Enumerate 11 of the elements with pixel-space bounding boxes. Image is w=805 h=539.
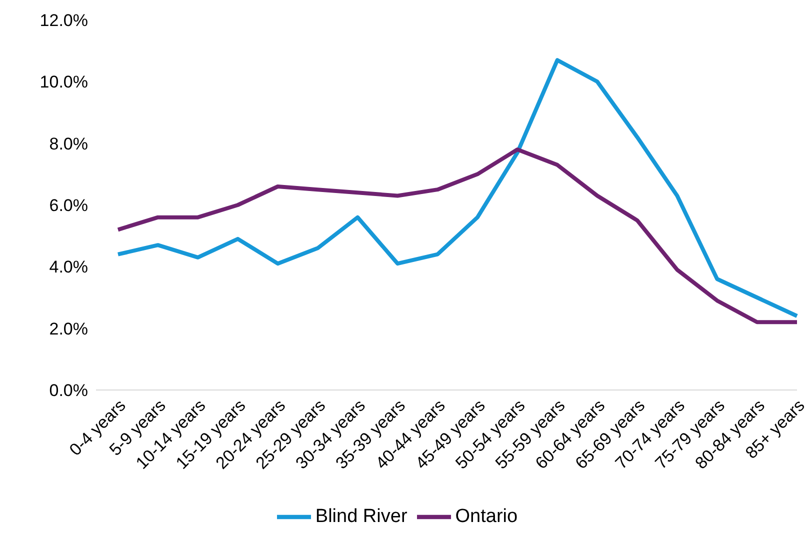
y-tick-label: 10.0%	[40, 72, 88, 92]
y-tick-label: 2.0%	[49, 319, 88, 338]
y-tick-label: 12.0%	[40, 11, 88, 30]
y-tick-label: 0.0%	[49, 381, 88, 400]
line-series	[116, 148, 799, 324]
y-tick-label: 6.0%	[49, 196, 88, 216]
y-tick-label: 8.0%	[49, 134, 88, 154]
line-series	[116, 58, 799, 318]
legend-label: Ontario	[455, 506, 518, 528]
legend-label: Blind River	[315, 506, 408, 528]
y-tick-label: 4.0%	[49, 258, 88, 277]
